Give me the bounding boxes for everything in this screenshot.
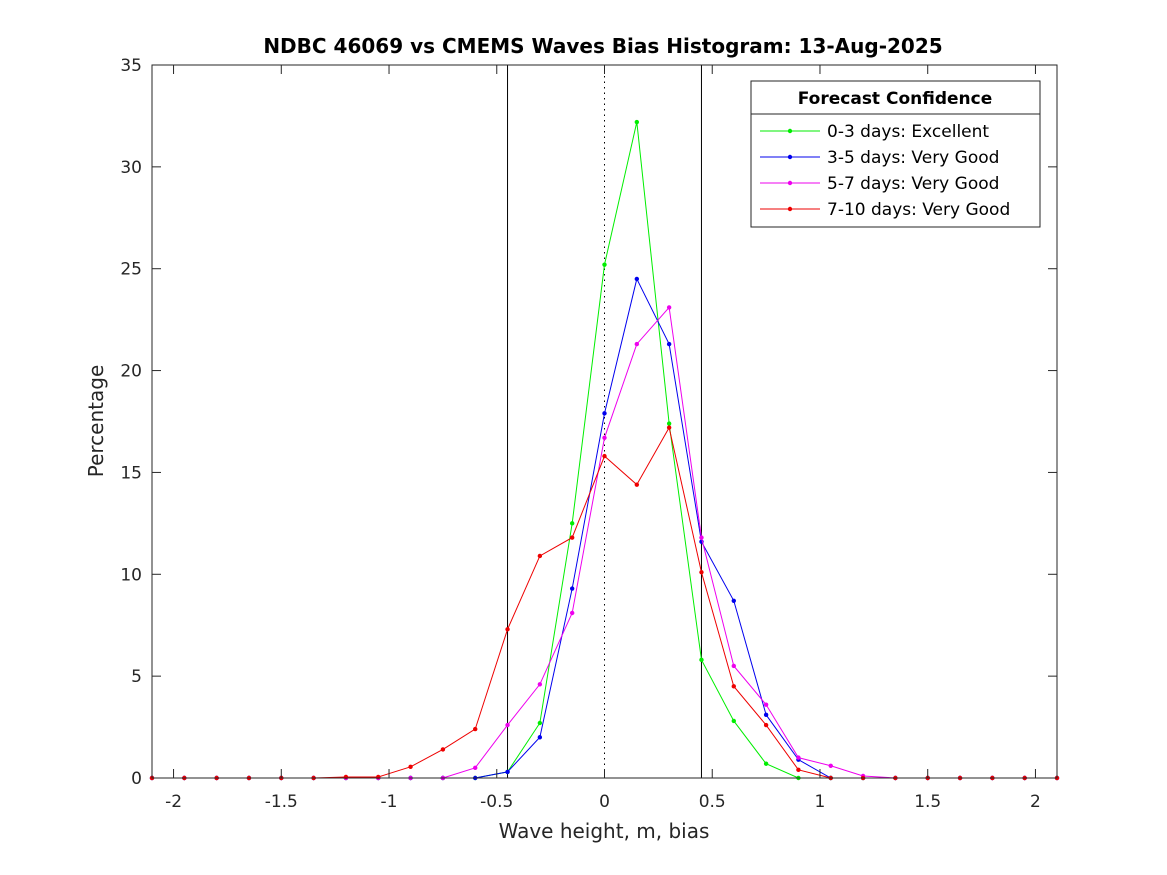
legend-swatch-marker [787,206,793,212]
legend-label: 5-7 days: Very Good [827,174,999,194]
legend-label: 0-3 days: Excellent [827,122,989,142]
legend-entry: 5-7 days: Very Good [760,174,999,194]
data-point [666,341,672,347]
x-tick-label: -2 [165,792,182,812]
data-point [505,769,510,775]
data-point [699,535,704,540]
legend-swatch-marker [787,180,793,186]
x-tick-label: -0.5 [480,792,513,812]
y-tick-label: 5 [131,667,142,687]
y-tick-label: 0 [131,769,142,789]
x-tick-label: -1 [381,792,398,812]
data-point [828,763,833,768]
y-tick-label: 25 [120,260,142,280]
y-tick-label: 15 [120,463,142,483]
data-point [602,262,607,267]
y-tick-label: 20 [120,362,142,382]
data-point [569,586,575,591]
data-point [569,521,575,526]
legend-label: 7-10 days: Very Good [827,200,1010,220]
data-point [440,747,446,752]
data-point [763,722,769,728]
chart-title: NDBC 46069 vs CMEMS Waves Bias Histogram… [263,34,942,58]
data-point [537,720,543,726]
data-point [602,453,607,459]
y-tick-label: 30 [120,158,142,178]
data-point [763,702,769,707]
y-tick-label: 35 [120,56,142,76]
data-point [763,761,769,766]
legend-entry: 3-5 days: Very Good [760,148,999,168]
data-point [634,482,640,487]
data-point [763,712,769,718]
data-point [505,722,510,728]
data-point [731,684,736,689]
data-point [537,735,543,740]
data-point [569,535,575,540]
x-tick-label: 0.5 [699,792,726,812]
data-point [602,411,607,416]
data-point [699,657,704,663]
x-tick-label: 1.5 [914,792,941,812]
data-point [505,627,510,632]
data-point [796,767,801,773]
x-tick-label: 1 [815,792,826,812]
data-point [666,425,672,430]
legend-label: 3-5 days: Very Good [827,148,999,168]
data-point [602,435,607,440]
data-point [634,276,640,282]
legend-entry: 0-3 days: Excellent [760,122,989,142]
data-point [537,682,543,687]
data-point [796,755,801,760]
data-point [699,570,704,575]
data-point [376,774,381,780]
data-point [634,119,640,125]
data-point [666,421,672,426]
data-point [343,774,349,780]
data-point [537,553,543,559]
x-axis-label: Wave height, m, bias [499,819,710,843]
legend-swatch-marker [787,154,793,160]
data-point [473,726,478,732]
y-axis-label: Percentage [84,365,108,478]
data-point [473,765,478,771]
legend: Forecast Confidence 0-3 days: Excellent 3… [750,80,1041,228]
x-tick-label: 2 [1030,792,1041,812]
data-point [731,718,736,724]
data-point [634,341,640,347]
x-tick-label: -1.5 [265,792,298,812]
legend-swatch-marker [787,128,793,134]
y-tick-label: 10 [120,565,142,585]
legend-title: Forecast Confidence [798,89,993,109]
x-tick-label: 0 [599,792,610,812]
data-point [731,598,736,603]
legend-box [750,80,1041,228]
legend-entry: 7-10 days: Very Good [760,200,1010,220]
data-point [569,610,575,616]
data-point [408,764,413,769]
data-point [731,663,736,669]
data-point [666,305,672,310]
